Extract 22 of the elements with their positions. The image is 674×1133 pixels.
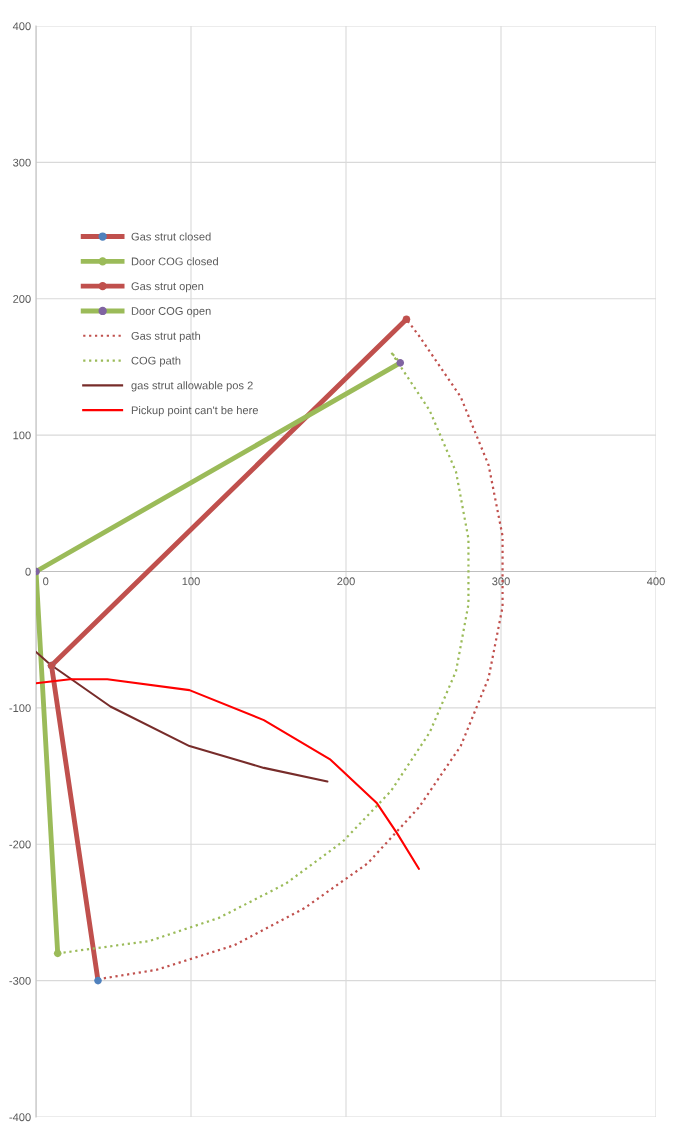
y-tick-label: 100 xyxy=(13,431,31,440)
y-tick-label: 200 xyxy=(13,295,31,303)
y-tick-label: 0 xyxy=(25,567,31,576)
y-tick-label: -100 xyxy=(9,704,31,713)
y-tick-label: 300 xyxy=(13,158,31,167)
y-tick-label: 400 xyxy=(12,22,31,31)
x-tick-label: 0 xyxy=(43,577,49,586)
y-tick-label: -300 xyxy=(9,976,31,985)
legend-label: Gas strut closed xyxy=(131,232,211,241)
legend-label: gas strut allowable pos 2 xyxy=(131,381,253,392)
x-tick-label: 400 xyxy=(646,577,665,586)
x-tick-label: 300 xyxy=(492,577,510,586)
x-tick-label: 100 xyxy=(182,577,200,586)
legend-label: COG path xyxy=(131,356,181,367)
legend-label: Door COG open xyxy=(131,307,211,318)
legend-label: Door COG closed xyxy=(131,257,218,266)
y-tick-label: -400 xyxy=(9,1113,31,1122)
legend-label: Gas strut open xyxy=(131,282,204,293)
legend-label: Gas strut path xyxy=(131,331,201,342)
x-tick-label: 200 xyxy=(337,577,355,586)
legend-label: Pickup point can't be here xyxy=(131,405,258,417)
y-tick-label: -200 xyxy=(9,840,31,849)
